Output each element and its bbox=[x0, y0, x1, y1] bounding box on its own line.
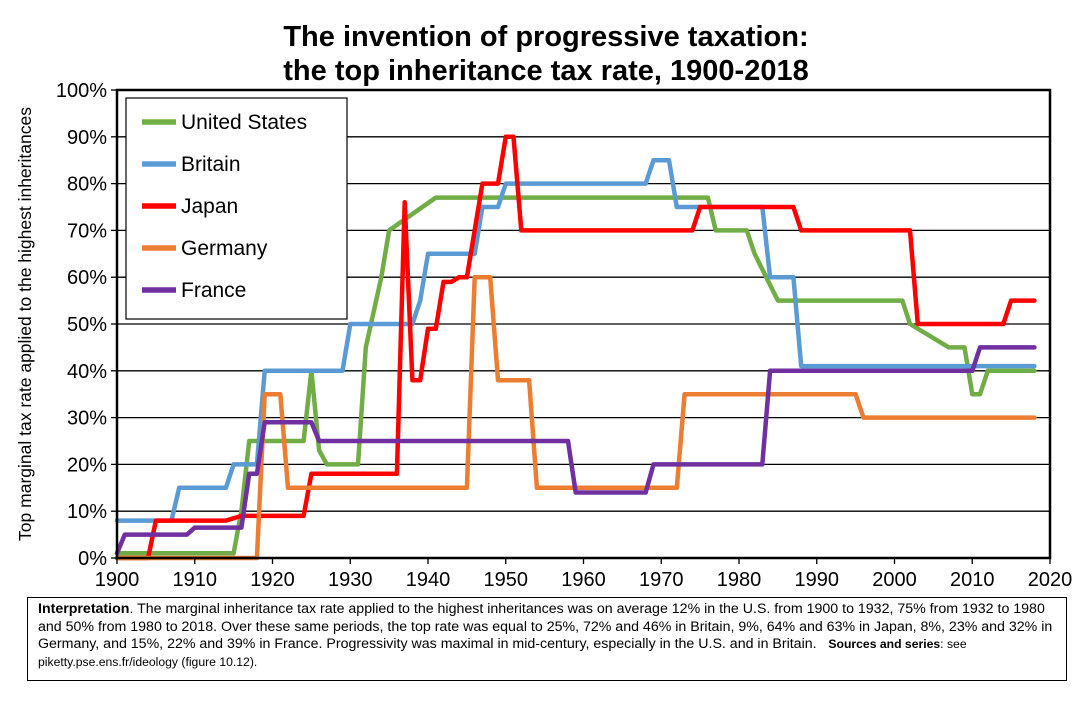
y-tick-label: 20% bbox=[67, 454, 107, 476]
series-line-united-states bbox=[114, 195, 1037, 556]
x-tick-label: 1920 bbox=[250, 569, 295, 591]
sources-text: : see piketty.pse.ens.fr/ideology (figur… bbox=[38, 637, 967, 669]
series-line-france bbox=[114, 345, 1037, 556]
legend-label-japan: Japan bbox=[181, 195, 238, 218]
y-tick-label: 90% bbox=[67, 127, 107, 149]
interpretation-label: Interpretation bbox=[38, 601, 130, 617]
x-tick-label: 2000 bbox=[872, 569, 917, 591]
x-tick-label: 1940 bbox=[406, 569, 451, 591]
x-tick-label: 1950 bbox=[484, 569, 529, 591]
series-lines bbox=[114, 134, 1037, 561]
x-tick-label: 1930 bbox=[328, 569, 373, 591]
y-tick-label: 60% bbox=[67, 267, 107, 289]
x-tick-labels: 1900 1910 1920 1930 1940 1950 1960 1970 1980 1990… bbox=[95, 569, 1073, 591]
legend: United States Britain Japan Germany France bbox=[125, 97, 348, 320]
legend-label-britain: Britain bbox=[181, 153, 241, 176]
legend-label-germany: Germany bbox=[181, 237, 268, 260]
y-tick-label: 80% bbox=[67, 174, 107, 196]
y-axis-label: Top marginal tax rate applied to the hig… bbox=[15, 107, 35, 541]
y-tick-label: 0% bbox=[78, 548, 107, 570]
chart-title-line-2: the top inheritance tax rate, 1900-2018 bbox=[283, 55, 809, 87]
x-tick-label: 1960 bbox=[561, 569, 606, 591]
y-tick-label: 30% bbox=[67, 408, 107, 430]
interpretation-text: . The marginal inheritance tax rate appl… bbox=[38, 601, 1053, 653]
sources-label: Sources and series bbox=[828, 637, 941, 652]
x-tick-label: 1990 bbox=[795, 569, 840, 591]
y-tick-label: 10% bbox=[67, 501, 107, 523]
y-tick-labels: 0% 10% 20% 30% 40% 50% 60% 70% 80% 90% 100% bbox=[56, 80, 107, 570]
legend-label-france: France bbox=[181, 279, 246, 302]
x-tick-label: 1980 bbox=[717, 569, 762, 591]
x-tick-label: 2020 bbox=[1028, 569, 1073, 591]
y-tick-label: 40% bbox=[67, 361, 107, 383]
line-chart: 0%10%20%30%40%50%60%70%80%90%100% 1900 19… bbox=[15, 80, 1073, 591]
interpretation-note: Interpretation. The marginal inheritance… bbox=[27, 597, 1067, 681]
y-tick-label: 100% bbox=[56, 80, 107, 102]
x-tick-label: 2010 bbox=[950, 569, 995, 591]
x-tick-label: 1970 bbox=[639, 569, 684, 591]
x-tick-label: 1900 bbox=[95, 569, 140, 591]
series-line-japan bbox=[114, 134, 1037, 561]
chart-title-line-1: The invention of progressive taxation: bbox=[283, 21, 809, 53]
axis-ticks bbox=[111, 89, 1051, 564]
y-tick-label: 50% bbox=[67, 314, 107, 336]
chart-title: The invention of progressive taxation: t… bbox=[0, 20, 1092, 88]
y-tick-label: 70% bbox=[67, 220, 107, 242]
legend-label-united-states: United States bbox=[181, 111, 307, 134]
x-tick-label: 1910 bbox=[173, 569, 218, 591]
